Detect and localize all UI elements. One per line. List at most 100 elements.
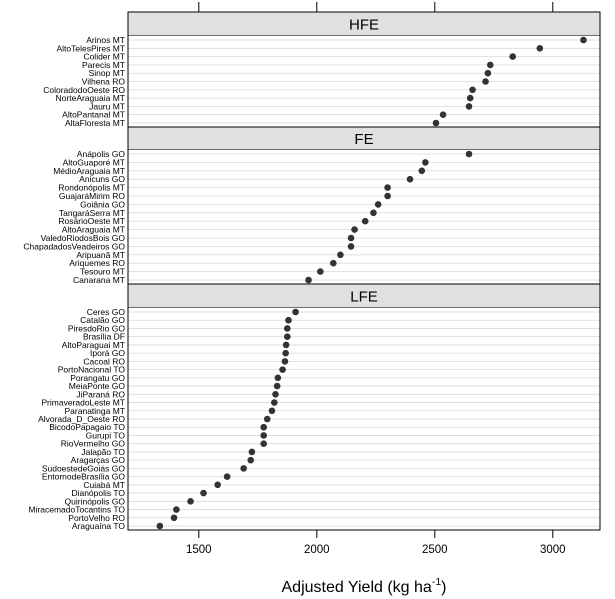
data-point — [223, 473, 231, 480]
category-label: RosárioOeste MT — [58, 216, 125, 226]
category-label: Gurupi TO — [86, 430, 126, 440]
data-point — [580, 36, 587, 44]
category-label: Anápolis GO — [77, 149, 126, 159]
category-label: RioVermelho GO — [61, 439, 126, 449]
category-label: Quirinópolis GO — [65, 496, 126, 506]
data-point — [156, 522, 164, 530]
data-point — [330, 259, 337, 267]
data-point — [439, 111, 447, 118]
data-point — [247, 456, 255, 464]
data-point — [384, 192, 391, 200]
x-axis-label: Adjusted Yield (kg ha-1) — [282, 576, 447, 596]
category-label: Catalão GO — [80, 315, 125, 325]
category-label: Jauru MT — [89, 101, 125, 111]
category-label: ColoradodoOeste RO — [43, 85, 125, 95]
data-point — [170, 514, 178, 522]
data-point — [284, 333, 291, 340]
data-point — [486, 61, 494, 69]
data-point — [484, 69, 492, 77]
category-label: BicodoPapagaio TO — [49, 422, 125, 432]
data-point — [282, 349, 289, 357]
data-point — [370, 209, 377, 217]
panel-plot-area — [128, 150, 600, 284]
x-tick-label: 2500 — [422, 544, 448, 556]
data-point — [466, 94, 474, 102]
category-label: Rondonópolis MT — [58, 183, 125, 193]
category-label: Ariquemes RO — [69, 258, 125, 268]
data-point — [292, 308, 299, 316]
data-point — [536, 45, 544, 52]
category-label: MeiaPonte GO — [69, 381, 126, 391]
data-point — [272, 391, 279, 398]
data-point — [214, 481, 221, 489]
data-point — [465, 150, 473, 158]
category-label: Cuiabá MT — [83, 480, 125, 490]
category-label: SudoestedeGoiás GO — [42, 463, 126, 473]
data-point — [337, 251, 344, 259]
category-label: Araguaína TO — [72, 521, 125, 531]
data-point — [285, 316, 292, 324]
panel-frame — [127, 283, 601, 531]
data-point — [469, 86, 476, 94]
category-label: Canarana MT — [73, 275, 125, 285]
category-label: JiParaná RO — [76, 389, 125, 399]
panel-strip-label: LFE — [350, 289, 378, 306]
category-label: MédioAraguaia MT — [53, 166, 125, 176]
category-label: Arinos MT — [86, 35, 125, 45]
data-point — [465, 103, 473, 110]
category-label: AltoTelesPires MT — [57, 43, 126, 53]
data-point — [347, 234, 355, 242]
category-label: Jalapão TO — [81, 447, 125, 457]
data-point — [284, 325, 291, 332]
category-label: TangaráSerra MT — [59, 208, 125, 218]
x-axis: 1500 2000 2500 3000 — [186, 530, 566, 556]
category-label: Aripuanã MT — [76, 250, 125, 260]
category-label: AltaFloresta MT — [65, 118, 125, 128]
data-point — [187, 498, 194, 505]
category-label: Tesouro MT — [80, 267, 125, 277]
data-point — [248, 448, 256, 456]
data-point — [406, 175, 414, 183]
category-label: Aragarças GO — [71, 455, 126, 465]
category-label: Porangatu GO — [70, 373, 125, 383]
data-point — [351, 226, 358, 233]
x-tick-label: 1500 — [186, 544, 212, 556]
data-point — [240, 465, 247, 472]
category-label: PrimaveradoLeste MT — [41, 398, 125, 408]
data-point — [432, 119, 440, 127]
data-point — [263, 415, 271, 423]
category-label: Dianópolis TO — [71, 488, 125, 498]
data-point — [361, 217, 369, 225]
data-point — [418, 167, 426, 175]
category-label: Alvorada_D_Oeste RO — [38, 414, 125, 424]
category-label: Sinop MT — [89, 68, 125, 78]
category-label: AltoAraguaia MT — [62, 225, 125, 235]
data-point — [305, 276, 312, 284]
data-point — [273, 382, 281, 390]
category-label: AltoGuaporé MT — [63, 157, 125, 167]
data-point — [281, 358, 289, 365]
x-tick-label: 3000 — [540, 544, 566, 556]
category-label: GuajaráMirim RO — [59, 191, 126, 201]
data-point — [173, 506, 180, 513]
category-label: Ceres GO — [87, 307, 126, 317]
category-label: PortoNacional TO — [58, 365, 126, 375]
data-point — [260, 423, 268, 431]
data-point — [317, 268, 324, 275]
data-point — [260, 432, 268, 439]
category-label: MiracemadoTocantins TO — [28, 505, 125, 515]
data-point — [271, 399, 278, 406]
category-label: Paranatinga MT — [65, 406, 125, 416]
data-point — [422, 159, 429, 166]
data-point — [260, 440, 268, 447]
category-label: Iporá GO — [90, 348, 125, 358]
category-label: ChapadadosVeadeiros GO — [23, 241, 125, 251]
data-point — [509, 53, 516, 60]
data-point — [347, 243, 355, 250]
category-label: Goiânia GO — [80, 199, 125, 209]
